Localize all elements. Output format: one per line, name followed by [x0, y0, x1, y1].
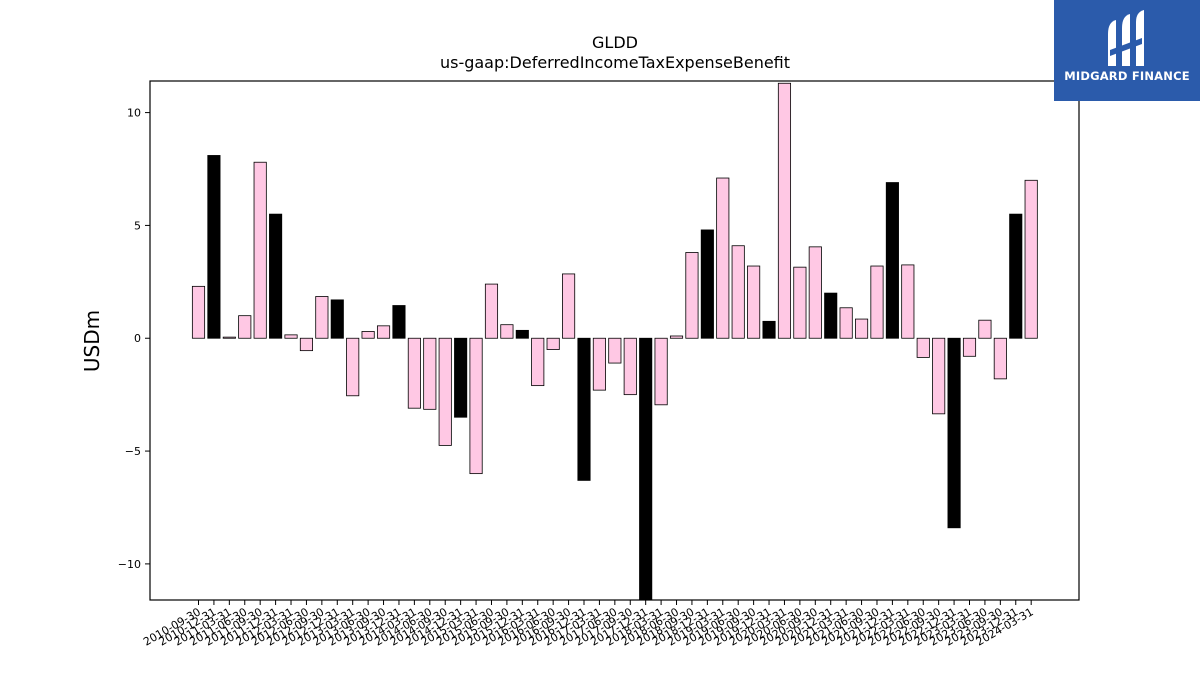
bar-2018-06-30	[669, 335, 684, 339]
bar-2011-09-30	[253, 161, 267, 339]
chart-subtitle: us-gaap:DeferredIncomeTaxExpenseBenefit	[440, 53, 790, 72]
bar-2017-12-31	[639, 337, 653, 601]
bar-2022-06-30	[916, 337, 930, 358]
y-tick-label: −10	[118, 558, 141, 571]
bar-2020-12-31	[824, 292, 838, 339]
plot-frame	[149, 80, 1080, 601]
bar-2014-09-30	[438, 337, 452, 446]
bar-2015-09-30	[500, 324, 514, 339]
x-ticks-group: 2010-09-302010-12-312011-03-312011-06-30…	[141, 600, 1036, 649]
bar-2012-12-31	[330, 299, 344, 339]
bar-2019-06-30	[731, 245, 745, 339]
bar-2019-09-30	[747, 265, 761, 339]
bar-2017-03-31	[592, 337, 606, 391]
bar-2021-06-30	[855, 318, 869, 339]
bar-2016-06-30	[546, 337, 560, 350]
bar-2020-06-30	[793, 266, 807, 339]
bars-group	[191, 82, 1038, 601]
bar-2017-09-30	[623, 337, 637, 396]
bar-2012-03-31	[284, 334, 298, 339]
bar-2019-03-31	[716, 177, 730, 339]
y-axis-label: USDm	[80, 310, 104, 372]
bar-2012-09-30	[315, 296, 329, 339]
bar-2020-03-31	[777, 82, 792, 339]
brand-mark-icon	[1108, 10, 1144, 66]
bar-2021-09-30	[870, 265, 884, 339]
bar-2020-09-30	[808, 246, 822, 339]
bar-2010-09-30	[191, 285, 206, 339]
bar-2022-03-31	[901, 264, 915, 339]
bar-2011-06-30	[238, 315, 252, 339]
bar-2018-12-31	[700, 229, 714, 339]
bar-2023-03-31	[962, 337, 977, 357]
chart-title: GLDD	[592, 33, 638, 52]
bar-2017-06-30	[608, 337, 622, 364]
bar-2015-12-31	[515, 329, 529, 339]
brand-name: MIDGARD FINANCE	[1064, 69, 1190, 83]
y-tick-label: −5	[125, 445, 141, 458]
bar-2021-03-31	[839, 307, 853, 339]
bar-2015-06-30	[484, 283, 499, 339]
y-tick-label: 5	[134, 219, 141, 232]
bar-2013-12-31	[392, 305, 406, 339]
bar-2023-06-30	[978, 319, 992, 339]
bar-2013-06-30	[361, 331, 375, 339]
bar-2024-03-31	[1024, 179, 1038, 339]
y-ticks-group: −10 −5 0 5 10	[118, 107, 150, 571]
bar-2011-03-31	[222, 336, 236, 339]
bar-2014-06-30	[423, 337, 437, 410]
brand-logo: MIDGARD FINANCE	[1054, 0, 1200, 101]
bar-2022-12-31	[947, 337, 961, 529]
bar-2019-12-31	[762, 320, 776, 339]
bar-2022-09-30	[932, 337, 946, 415]
y-tick-label: 10	[127, 107, 141, 120]
bar-2018-09-30	[685, 252, 699, 339]
bar-2023-09-30	[993, 337, 1007, 380]
bar-2016-03-31	[531, 337, 545, 387]
bar-2016-12-31	[577, 337, 591, 481]
bar-2021-12-31	[885, 182, 899, 339]
bar-2018-03-31	[654, 337, 668, 406]
bar-2014-03-31	[407, 337, 421, 409]
bar-2015-03-31	[469, 337, 483, 475]
bar-2012-06-30	[299, 337, 313, 352]
bar-2016-09-30	[562, 273, 576, 339]
bar-2013-03-31	[346, 337, 360, 397]
bar-2023-12-31	[1009, 213, 1023, 339]
y-tick-label: 0	[134, 332, 141, 345]
bar-2011-12-31	[269, 213, 283, 339]
bar-2010-12-31	[207, 155, 221, 339]
bar-2014-12-31	[454, 337, 468, 418]
bar-2013-09-30	[376, 325, 391, 339]
